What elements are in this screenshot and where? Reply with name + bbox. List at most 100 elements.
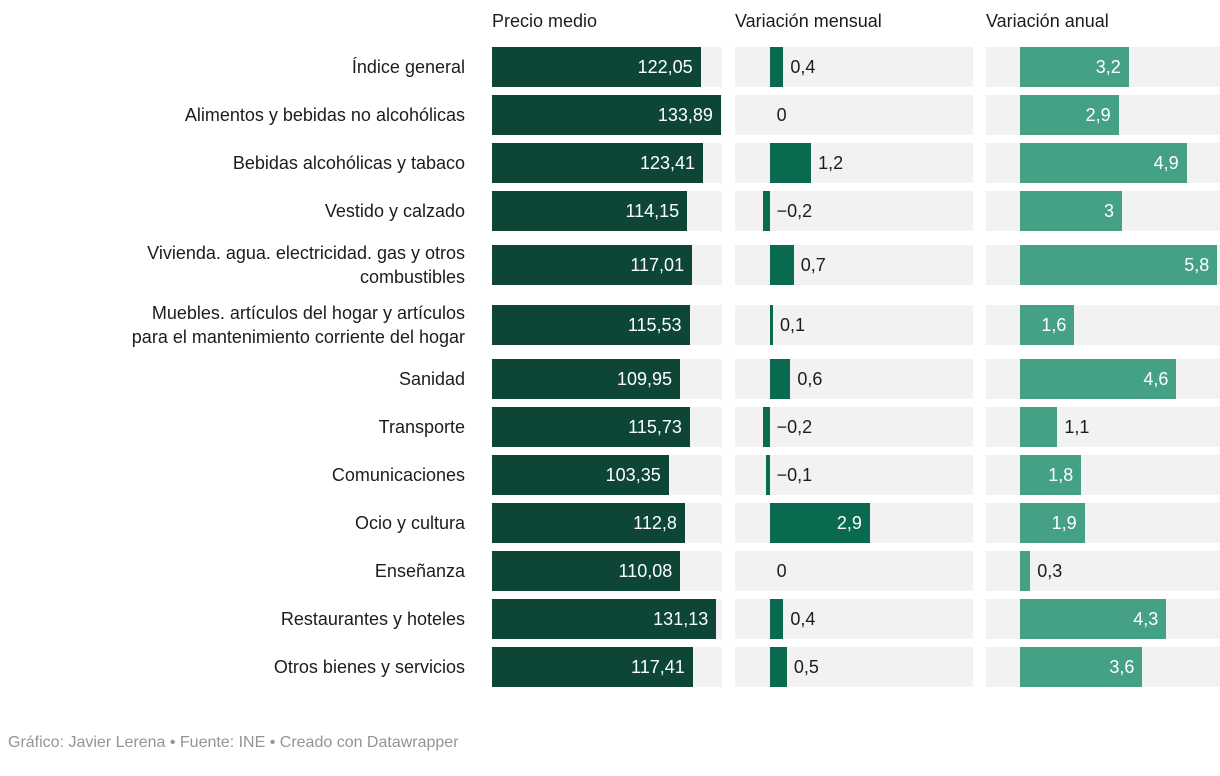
- variacion-mensual-bar: [769, 359, 791, 399]
- variacion-mensual-track: −0,2: [735, 191, 973, 231]
- column-header-variacion-anual: Variación anual: [986, 11, 1109, 31]
- precio-track: 133,89: [492, 95, 722, 135]
- row-label: Alimentos y bebidas no alcohólicas: [185, 101, 479, 129]
- precio-cell: 112,8: [492, 503, 722, 543]
- variacion-mensual-cell: 1,2: [735, 143, 973, 183]
- variacion-anual-track: 1,9: [986, 503, 1220, 543]
- row-label-cell: Comunicaciones: [0, 461, 479, 489]
- variacion-mensual-value: 0,7: [800, 255, 826, 275]
- variacion-mensual-track: 0,4: [735, 47, 973, 87]
- variacion-anual-bar: 3,2: [1020, 47, 1129, 87]
- variacion-anual-bar: 3,6: [1020, 647, 1143, 687]
- variacion-mensual-value: 0: [776, 105, 787, 125]
- variacion-mensual-cell: 0: [735, 551, 973, 591]
- precio-value: 133,89: [657, 105, 713, 125]
- row-label-line: Alimentos y bebidas no alcohólicas: [184, 105, 465, 125]
- variacion-anual-track: 4,6: [986, 359, 1220, 399]
- variacion-mensual-track: −0,2: [735, 407, 973, 447]
- variacion-mensual-cell: 0,7: [735, 245, 973, 285]
- chart-rows: Índice general 122,05 0,4 3,2 Alimentos y be…: [0, 47, 1220, 687]
- precio-value: 109,95: [616, 369, 673, 389]
- precio-value: 115,73: [628, 417, 682, 437]
- column-header-row: Precio medio Variación mensual Variación…: [0, 0, 1220, 47]
- row-label-line: Transporte: [378, 417, 465, 437]
- precio-value: 112,8: [633, 513, 677, 533]
- row-label-line: Vivienda. agua. electricidad. gas y otro…: [147, 243, 465, 263]
- precio-cell: 117,01: [492, 245, 722, 285]
- table-row: Enseñanza 110,08 0 0,3: [0, 551, 1220, 591]
- variacion-mensual-bar: [762, 407, 770, 447]
- precio-value: 123,41: [639, 153, 696, 173]
- variacion-anual-bar: 1,6: [1020, 305, 1075, 345]
- variacion-mensual-cell: −0,2: [735, 191, 973, 231]
- variacion-mensual-bar: 2,9: [769, 503, 870, 543]
- variacion-anual-bar: 4,3: [1020, 599, 1167, 639]
- variacion-anual-value: 4,9: [1153, 153, 1179, 173]
- variacion-anual-cell: 1,6: [986, 305, 1220, 345]
- variacion-anual-cell: 1,9: [986, 503, 1220, 543]
- variacion-anual-bar: 3: [1020, 191, 1123, 231]
- variacion-mensual-track: 0,6: [735, 359, 973, 399]
- variacion-mensual-bar: [769, 305, 774, 345]
- variacion-mensual-bar: [766, 455, 770, 495]
- variacion-mensual-cell: 0,4: [735, 599, 973, 639]
- table-row: Transporte 115,73 −0,2 1,1: [0, 407, 1220, 447]
- precio-cell: 131,13: [492, 599, 722, 639]
- variacion-anual-cell: 4,3: [986, 599, 1220, 639]
- row-label: Vestido y calzado: [325, 197, 479, 225]
- precio-track: 103,35: [492, 455, 722, 495]
- row-label-cell: Índice general: [0, 53, 479, 81]
- row-label-cell: Restaurantes y hoteles: [0, 605, 479, 633]
- row-label: Transporte: [379, 413, 479, 441]
- row-label-line: Comunicaciones: [331, 465, 465, 485]
- variacion-mensual-value: 0,6: [797, 369, 823, 389]
- variacion-anual-bar: 1,8: [1020, 455, 1082, 495]
- variacion-anual-track: 0,3: [986, 551, 1220, 591]
- precio-cell: 103,35: [492, 455, 722, 495]
- variacion-mensual-bar: [769, 47, 784, 87]
- row-label-cell: Ocio y cultura: [0, 509, 479, 537]
- variacion-mensual-bar: [769, 245, 794, 285]
- variacion-anual-track: 1,8: [986, 455, 1220, 495]
- variacion-mensual-value: −0,2: [776, 201, 813, 221]
- table-row: Índice general 122,05 0,4 3,2: [0, 47, 1220, 87]
- table-row: Muebles. artículos del hogar y artículos…: [0, 299, 1220, 351]
- variacion-anual-value: 3: [1104, 201, 1115, 221]
- row-label-line: Restaurantes y hoteles: [280, 609, 465, 629]
- row-label: Vivienda. agua. electricidad. gas y otro…: [147, 239, 479, 291]
- variacion-anual-bar: [1020, 551, 1031, 591]
- variacion-anual-cell: 5,8: [986, 245, 1220, 285]
- precio-bar: 109,95: [492, 359, 681, 399]
- variacion-anual-cell: 2,9: [986, 95, 1220, 135]
- variacion-anual-cell: 3,6: [986, 647, 1220, 687]
- precio-cell: 122,05: [492, 47, 722, 87]
- precio-bar: 112,8: [492, 503, 685, 543]
- variacion-anual-bar: 2,9: [1020, 95, 1119, 135]
- precio-bar: 117,01: [492, 245, 693, 285]
- variacion-mensual-cell: 0,5: [735, 647, 973, 687]
- variacion-mensual-value: 1,2: [818, 153, 844, 173]
- variacion-mensual-bar: [769, 647, 787, 687]
- row-label-cell: Enseñanza: [0, 557, 479, 585]
- row-label-line: Enseñanza: [374, 561, 465, 581]
- variacion-mensual-cell: 0,6: [735, 359, 973, 399]
- variacion-mensual-bar: [769, 143, 812, 183]
- precio-cell: 114,15: [492, 191, 722, 231]
- variacion-mensual-cell: 0,4: [735, 47, 973, 87]
- variacion-anual-track: 1,1: [986, 407, 1220, 447]
- variacion-anual-track: 3: [986, 191, 1220, 231]
- variacion-mensual-track: 0,4: [735, 599, 973, 639]
- variacion-anual-track: 3,6: [986, 647, 1220, 687]
- row-label: Otros bienes y servicios: [274, 653, 479, 681]
- variacion-anual-track: 4,9: [986, 143, 1220, 183]
- variacion-mensual-track: 2,9: [735, 503, 973, 543]
- variacion-mensual-value: −0,2: [776, 417, 813, 437]
- table-row: Bebidas alcohólicas y tabaco 123,41 1,2 4,9: [0, 143, 1220, 183]
- label-column-spacer: [0, 9, 479, 47]
- row-label-cell: Otros bienes y servicios: [0, 653, 479, 681]
- precio-bar: 122,05: [492, 47, 701, 87]
- variacion-anual-cell: 1,8: [986, 455, 1220, 495]
- precio-bar: 131,13: [492, 599, 717, 639]
- precio-cell: 123,41: [492, 143, 722, 183]
- variacion-anual-bar: 5,8: [1020, 245, 1218, 285]
